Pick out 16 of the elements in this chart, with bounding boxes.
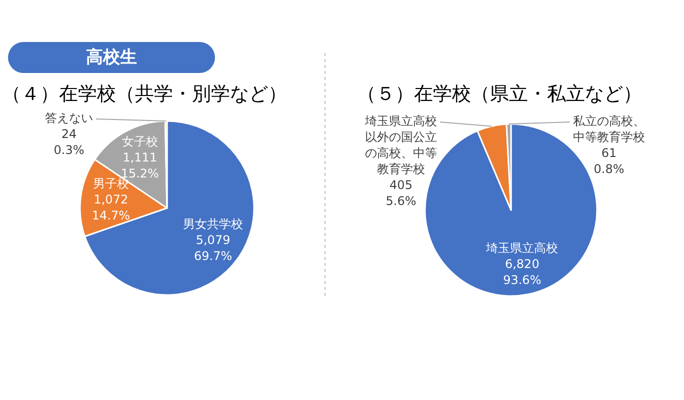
- slice-label: 男子校: [92, 176, 129, 191]
- data-label: 1,072 14.7%: [92, 192, 130, 223]
- chart-subtitle: （４）在学校（共学・別学など）: [2, 83, 287, 105]
- data-label: 6,820 93.6%: [503, 257, 542, 288]
- data-label: 5,079 69.7%: [194, 233, 232, 264]
- slice-label: 埼玉県立高校: [485, 241, 558, 256]
- data-label: 24 0.3%: [54, 127, 84, 158]
- slice-label: 男女共学校: [183, 217, 244, 232]
- data-label: 61 0.8%: [594, 146, 624, 176]
- chart-title: （５）在学校（県立・私立など）: [357, 83, 642, 105]
- slice-label: 埼玉県立高校以外の国公立の高校、中等教育学校: [364, 114, 437, 176]
- data-label: 405 5.6%: [386, 178, 416, 208]
- slice-label: 私立の高校、中等教育学校: [573, 114, 645, 144]
- slice-label: 答えない: [45, 111, 93, 126]
- slice-label: 女子校: [122, 134, 158, 149]
- chart-title: 高校生: [86, 48, 137, 68]
